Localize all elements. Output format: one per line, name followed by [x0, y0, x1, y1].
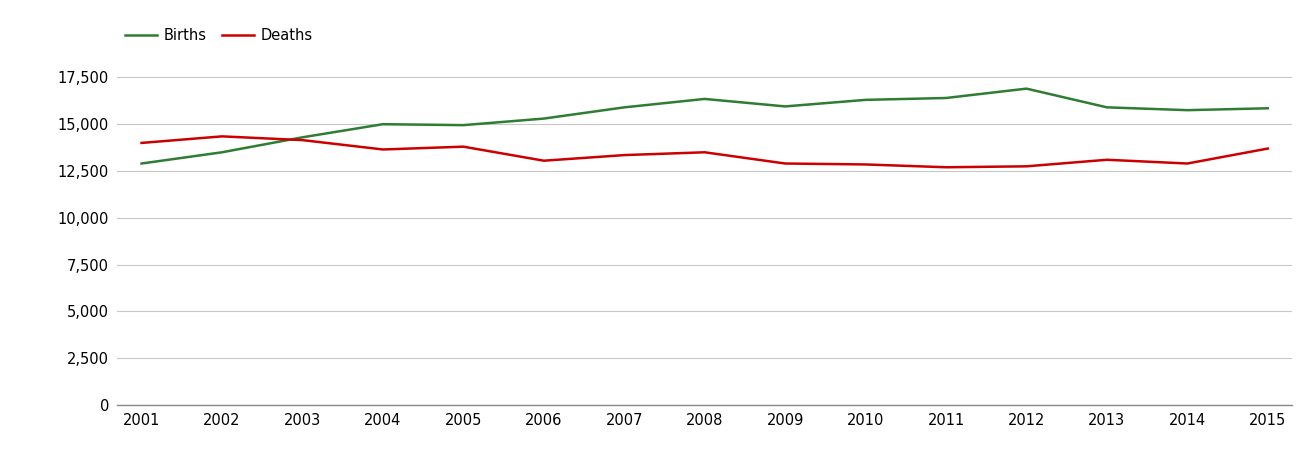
Births	[697, 96, 713, 102]
Births	[1099, 105, 1114, 110]
Births	[938, 95, 954, 101]
Births	[1180, 108, 1195, 113]
Deaths	[938, 165, 954, 170]
Legend: Births, Deaths: Births, Deaths	[125, 28, 313, 43]
Deaths	[778, 161, 793, 166]
Deaths	[1261, 146, 1276, 151]
Births	[1261, 106, 1276, 111]
Births	[455, 122, 471, 128]
Births	[778, 104, 793, 109]
Births	[133, 161, 149, 166]
Deaths	[1180, 161, 1195, 166]
Births	[214, 149, 230, 155]
Deaths	[697, 149, 713, 155]
Deaths	[857, 162, 873, 167]
Births	[616, 105, 632, 110]
Deaths	[1019, 164, 1035, 169]
Deaths	[214, 134, 230, 139]
Births	[375, 122, 390, 127]
Deaths	[375, 147, 390, 152]
Births	[857, 97, 873, 103]
Line: Deaths: Deaths	[141, 136, 1268, 167]
Deaths	[295, 137, 311, 143]
Deaths	[455, 144, 471, 149]
Births	[295, 135, 311, 140]
Deaths	[616, 153, 632, 158]
Deaths	[1099, 157, 1114, 162]
Births	[1019, 86, 1035, 91]
Deaths	[536, 158, 552, 163]
Deaths	[133, 140, 149, 146]
Line: Births: Births	[141, 89, 1268, 163]
Births	[536, 116, 552, 122]
